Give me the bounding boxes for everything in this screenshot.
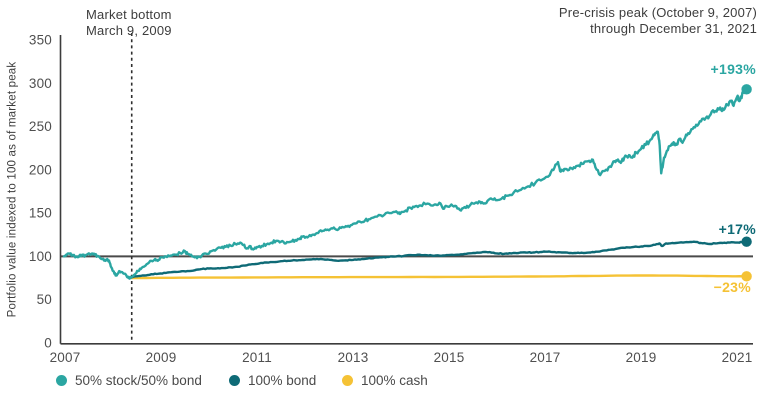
y-tick-label: 200 xyxy=(29,162,52,177)
x-tick-label: 2007 xyxy=(50,350,81,365)
y-tick-label: 0 xyxy=(44,336,52,351)
x-tick-label: 2011 xyxy=(242,350,272,365)
chart-subtitle-line2: through December 31, 2021 xyxy=(590,21,757,36)
y-axis-title: Portfolio value indexed to 100 as of mar… xyxy=(6,61,19,318)
legend-item-bond: 100% bond xyxy=(229,373,316,388)
legend-item-stock-bond: 50% stock/50% bond xyxy=(56,373,202,388)
market-bottom-line1: Market bottom xyxy=(86,7,172,22)
market-bottom-annotation: Market bottom March 9, 2009 xyxy=(86,7,172,39)
chart-legend: 50% stock/50% bond 100% bond 100% cash xyxy=(0,373,765,393)
series-end-dot-1 xyxy=(741,236,752,247)
legend-dot-stock-bond xyxy=(56,375,67,386)
end-label-cash: −23% xyxy=(713,279,751,295)
y-tick-label: 100 xyxy=(29,249,52,264)
series-line-2 xyxy=(130,274,748,280)
y-tick-label: 50 xyxy=(37,292,52,307)
chart-subtitle: Pre-crisis peak (October 9, 2007) throug… xyxy=(559,5,757,37)
y-tick-label: 300 xyxy=(29,76,52,91)
legend-dot-cash xyxy=(342,375,353,386)
x-tick-label: 2017 xyxy=(530,350,561,365)
x-tick-label: 2019 xyxy=(626,350,657,365)
legend-label-bond: 100% bond xyxy=(248,373,317,388)
x-tick-label: 2009 xyxy=(146,350,177,365)
x-tick-label: 2015 xyxy=(434,350,465,365)
y-tick-label: 350 xyxy=(29,33,52,48)
legend-dot-bond xyxy=(229,375,240,386)
series-line-0 xyxy=(62,88,748,280)
y-tick-label: 150 xyxy=(29,206,52,221)
series-end-dot-2 xyxy=(741,271,752,282)
legend-item-cash: 100% cash xyxy=(342,373,428,388)
end-label-stock-bond: +193% xyxy=(710,61,756,77)
legend-label-stock-bond: 50% stock/50% bond xyxy=(75,373,202,388)
market-bottom-line2: March 9, 2009 xyxy=(86,23,172,38)
chart-subtitle-line1: Pre-crisis peak (October 9, 2007) xyxy=(558,5,757,20)
series-end-dot-0 xyxy=(741,84,752,95)
x-tick-label: 2021 xyxy=(722,350,753,365)
y-tick-label: 250 xyxy=(29,119,52,134)
x-tick-label: 2013 xyxy=(338,350,369,365)
legend-label-cash: 100% cash xyxy=(361,373,428,388)
end-label-bond: +17% xyxy=(718,221,756,237)
series-line-1 xyxy=(130,240,748,279)
